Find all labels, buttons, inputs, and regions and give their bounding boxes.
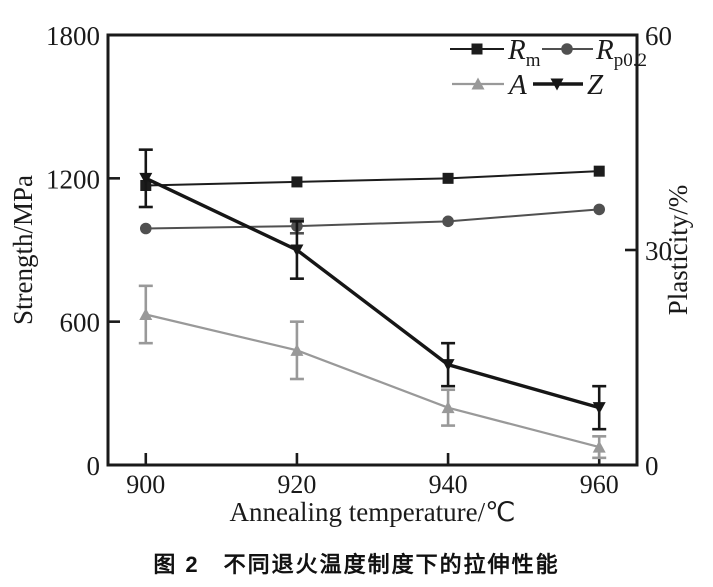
right-tick-label: 60 bbox=[645, 21, 672, 51]
marker-Rm bbox=[442, 172, 454, 184]
left-tick-label: 600 bbox=[60, 308, 101, 338]
marker-Rp0.2 bbox=[593, 203, 606, 216]
x-tick-label: 960 bbox=[580, 470, 619, 499]
legend-marker-A bbox=[471, 77, 485, 90]
marker-Rm bbox=[593, 165, 605, 177]
right-tick-label: 30 bbox=[645, 236, 672, 266]
left-tick-label: 0 bbox=[87, 451, 101, 481]
series-line-Rp0.2 bbox=[145, 208, 600, 230]
marker-Rp0.2 bbox=[442, 215, 454, 228]
chart-canvas: 0 600 1200 1800 0 30 60 900 920 940 960 Annealing t… bbox=[8, 21, 693, 527]
left-axis-title: Strength/MPa bbox=[8, 175, 38, 325]
legend-marker-Rp0.2 bbox=[561, 43, 573, 55]
series-line-A bbox=[145, 313, 600, 449]
plot-frame bbox=[106, 33, 639, 467]
marker-A bbox=[592, 440, 606, 453]
x-axis-title: Annealing temperature/℃ bbox=[230, 497, 516, 527]
marker-A bbox=[139, 308, 153, 320]
series-line-Rm bbox=[145, 170, 600, 187]
legend-label-Rp0.2: Rp0.2 bbox=[595, 34, 647, 71]
x-tick-label: 940 bbox=[429, 470, 468, 499]
x-tick-label: 900 bbox=[126, 470, 165, 499]
marker-A bbox=[441, 401, 455, 414]
marker-Rp0.2 bbox=[139, 222, 152, 235]
x-tick-label: 920 bbox=[277, 470, 316, 499]
legend-label-Rm: Rm bbox=[507, 34, 541, 71]
figure-caption: 图 2 不同退火温度制度下的拉伸性能 bbox=[153, 552, 560, 577]
series-line-Z bbox=[145, 176, 600, 410]
marker-Z bbox=[441, 359, 455, 372]
marker-Z bbox=[592, 402, 606, 415]
legend-label-Z: Z bbox=[587, 69, 604, 101]
right-axis-title: Plasticity/% bbox=[663, 185, 693, 316]
left-tick-label: 1800 bbox=[46, 21, 100, 51]
marker-Z bbox=[139, 172, 153, 185]
legend-marker-Z bbox=[550, 78, 564, 91]
right-tick-label: 0 bbox=[645, 451, 659, 481]
legend-marker-Rm bbox=[471, 43, 483, 55]
marker-Z bbox=[290, 244, 304, 257]
left-tick-label: 1200 bbox=[46, 164, 100, 194]
marker-Rm bbox=[291, 176, 303, 188]
legend-label-A: A bbox=[507, 69, 527, 101]
marker-A bbox=[290, 343, 304, 356]
